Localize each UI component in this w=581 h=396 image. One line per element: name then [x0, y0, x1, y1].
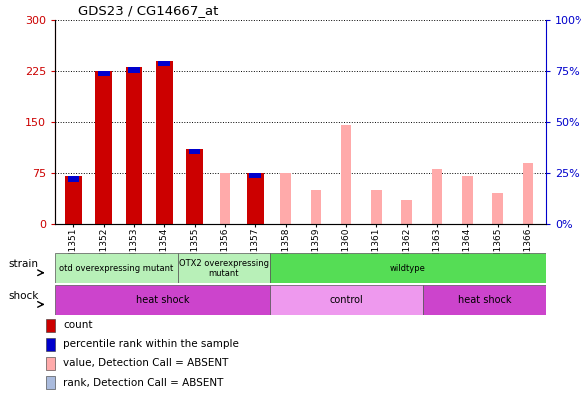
Bar: [46, 338, 55, 351]
Bar: [159, 61, 170, 66]
Bar: [432, 169, 442, 224]
Bar: [189, 149, 200, 154]
Text: OTX2 overexpressing
mutant: OTX2 overexpressing mutant: [179, 259, 269, 278]
Bar: [125, 67, 142, 224]
Bar: [46, 357, 55, 370]
Bar: [156, 61, 173, 224]
Bar: [187, 149, 203, 224]
Text: rank, Detection Call = ABSENT: rank, Detection Call = ABSENT: [63, 377, 224, 388]
Bar: [371, 198, 382, 224]
Text: count: count: [63, 320, 92, 330]
Bar: [247, 173, 264, 224]
Bar: [492, 205, 503, 224]
Text: GDS23 / CG14667_at: GDS23 / CG14667_at: [78, 4, 219, 17]
Text: wildtype: wildtype: [390, 264, 426, 273]
Bar: [432, 190, 442, 224]
Text: otd overexpressing mutant: otd overexpressing mutant: [59, 264, 174, 273]
Bar: [178, 253, 270, 283]
Bar: [401, 209, 412, 224]
Bar: [462, 176, 473, 224]
Bar: [249, 173, 261, 178]
Bar: [220, 190, 230, 224]
Bar: [341, 125, 352, 224]
Bar: [280, 173, 291, 224]
Bar: [55, 285, 270, 315]
Bar: [401, 200, 412, 224]
Text: percentile rank within the sample: percentile rank within the sample: [63, 339, 239, 349]
Bar: [523, 173, 533, 224]
Bar: [280, 190, 291, 224]
Text: shock: shock: [9, 291, 39, 301]
Bar: [270, 285, 424, 315]
Bar: [67, 176, 79, 182]
Bar: [310, 200, 321, 224]
Text: control: control: [330, 295, 364, 305]
Bar: [341, 169, 352, 224]
Text: value, Detection Call = ABSENT: value, Detection Call = ABSENT: [63, 358, 228, 368]
Bar: [55, 253, 178, 283]
Text: heat shock: heat shock: [458, 295, 511, 305]
Bar: [424, 285, 546, 315]
Bar: [270, 253, 546, 283]
Text: strain: strain: [9, 259, 39, 269]
Bar: [371, 190, 382, 224]
Bar: [492, 193, 503, 224]
Bar: [310, 190, 321, 224]
Bar: [128, 67, 140, 73]
Bar: [46, 319, 55, 332]
Text: heat shock: heat shock: [136, 295, 189, 305]
Bar: [220, 173, 230, 224]
Bar: [523, 162, 533, 224]
Bar: [95, 71, 112, 224]
Bar: [65, 176, 82, 224]
Bar: [98, 71, 109, 76]
Bar: [462, 195, 473, 224]
Bar: [46, 376, 55, 389]
